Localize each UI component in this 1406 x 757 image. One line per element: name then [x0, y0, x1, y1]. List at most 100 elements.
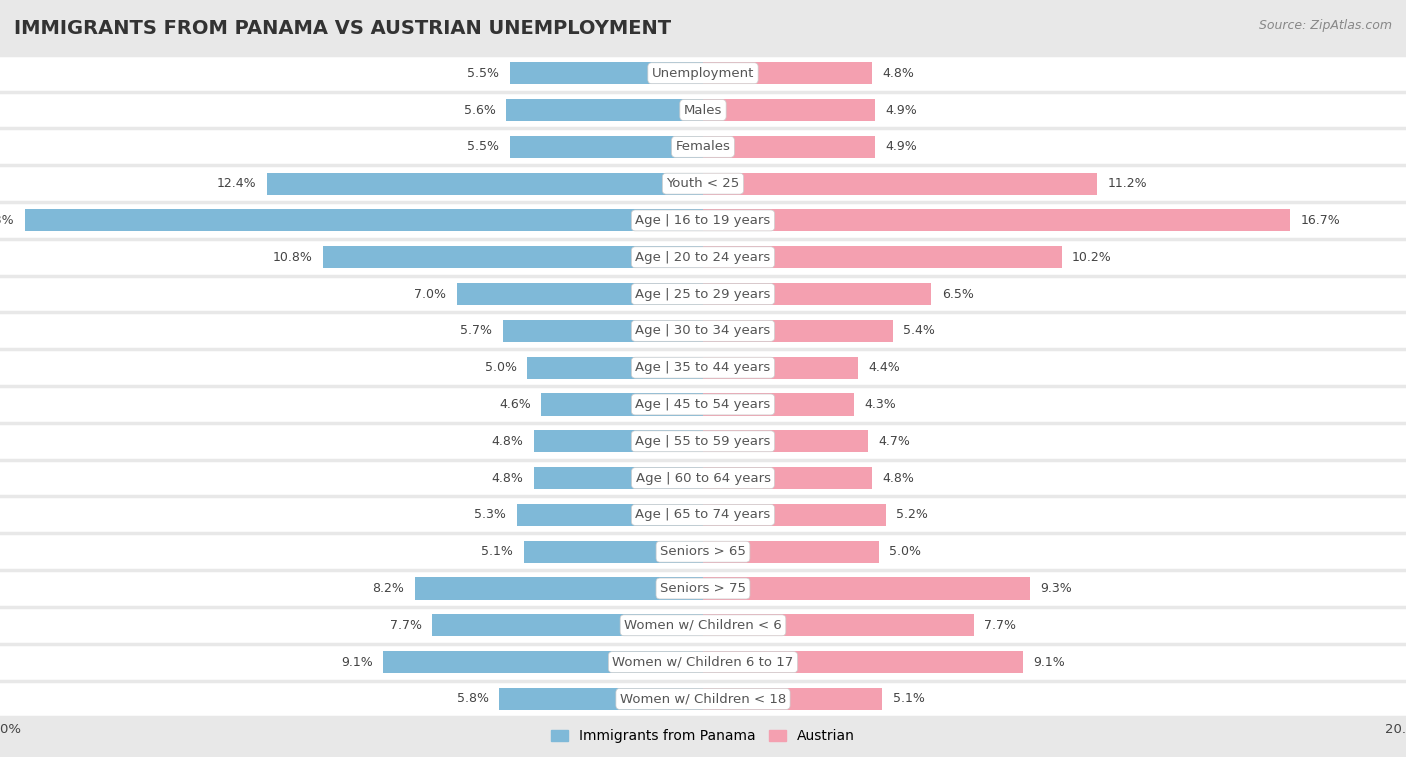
Text: 7.7%: 7.7%	[389, 618, 422, 632]
Text: 12.4%: 12.4%	[217, 177, 256, 190]
Bar	[433, 614, 703, 637]
Text: 6.5%: 6.5%	[942, 288, 974, 301]
Text: 5.2%: 5.2%	[897, 509, 928, 522]
Bar	[703, 651, 1024, 673]
Text: Unemployment: Unemployment	[652, 67, 754, 79]
Text: 4.9%: 4.9%	[886, 140, 918, 154]
Legend: Immigrants from Panama, Austrian: Immigrants from Panama, Austrian	[546, 724, 860, 749]
Text: 5.0%: 5.0%	[889, 545, 921, 558]
Text: 10.2%: 10.2%	[1073, 251, 1112, 263]
Bar	[0, 570, 1406, 607]
Text: Seniors > 75: Seniors > 75	[659, 582, 747, 595]
Text: 9.3%: 9.3%	[1040, 582, 1073, 595]
Text: 4.6%: 4.6%	[499, 398, 531, 411]
Text: 5.1%: 5.1%	[481, 545, 513, 558]
Text: Females: Females	[675, 140, 731, 154]
Bar	[703, 504, 886, 526]
Text: Age | 65 to 74 years: Age | 65 to 74 years	[636, 509, 770, 522]
Bar	[703, 319, 893, 342]
Bar	[0, 497, 1406, 533]
Bar	[506, 99, 703, 121]
Bar	[703, 283, 932, 305]
Text: Women w/ Children 6 to 17: Women w/ Children 6 to 17	[613, 656, 793, 668]
Text: Youth < 25: Youth < 25	[666, 177, 740, 190]
Bar	[703, 430, 869, 453]
Text: 5.7%: 5.7%	[460, 324, 492, 338]
Bar	[0, 129, 1406, 165]
Bar	[0, 313, 1406, 349]
Bar	[0, 92, 1406, 129]
Text: 5.1%: 5.1%	[893, 693, 925, 706]
Text: 9.1%: 9.1%	[1033, 656, 1066, 668]
Bar	[0, 349, 1406, 386]
Bar	[0, 165, 1406, 202]
Text: Age | 60 to 64 years: Age | 60 to 64 years	[636, 472, 770, 484]
Text: 5.5%: 5.5%	[467, 140, 499, 154]
Bar	[703, 688, 883, 710]
Bar	[703, 540, 879, 562]
Bar	[499, 688, 703, 710]
Bar	[703, 578, 1029, 600]
Text: 9.1%: 9.1%	[340, 656, 373, 668]
Bar	[0, 533, 1406, 570]
Text: Source: ZipAtlas.com: Source: ZipAtlas.com	[1258, 19, 1392, 32]
Text: 4.3%: 4.3%	[865, 398, 897, 411]
Text: 5.3%: 5.3%	[474, 509, 506, 522]
Bar	[703, 467, 872, 489]
Bar	[703, 62, 872, 84]
Text: 4.8%: 4.8%	[492, 472, 524, 484]
Text: Age | 55 to 59 years: Age | 55 to 59 years	[636, 435, 770, 448]
Text: 19.3%: 19.3%	[0, 214, 14, 227]
Text: 4.8%: 4.8%	[492, 435, 524, 448]
Bar	[0, 459, 1406, 497]
Text: Age | 25 to 29 years: Age | 25 to 29 years	[636, 288, 770, 301]
Text: Women w/ Children < 6: Women w/ Children < 6	[624, 618, 782, 632]
Text: Age | 16 to 19 years: Age | 16 to 19 years	[636, 214, 770, 227]
Bar	[457, 283, 703, 305]
Bar	[0, 681, 1406, 718]
Text: 7.0%: 7.0%	[415, 288, 447, 301]
Bar	[703, 246, 1062, 268]
Bar	[703, 136, 875, 158]
Text: 5.5%: 5.5%	[467, 67, 499, 79]
Bar	[517, 504, 703, 526]
Text: 16.7%: 16.7%	[1301, 214, 1340, 227]
Text: 5.6%: 5.6%	[464, 104, 496, 117]
Text: Women w/ Children < 18: Women w/ Children < 18	[620, 693, 786, 706]
Bar	[323, 246, 703, 268]
Text: 7.7%: 7.7%	[984, 618, 1017, 632]
Text: 4.9%: 4.9%	[886, 104, 918, 117]
Bar	[503, 319, 703, 342]
Text: 4.7%: 4.7%	[879, 435, 911, 448]
Bar	[0, 386, 1406, 423]
Bar	[0, 607, 1406, 643]
Bar	[415, 578, 703, 600]
Bar	[0, 423, 1406, 459]
Bar	[0, 239, 1406, 276]
Bar	[703, 357, 858, 378]
Bar	[510, 136, 703, 158]
Bar	[527, 357, 703, 378]
Bar	[0, 276, 1406, 313]
Text: Seniors > 65: Seniors > 65	[659, 545, 747, 558]
Bar	[703, 614, 973, 637]
Bar	[0, 643, 1406, 681]
Text: 4.4%: 4.4%	[869, 361, 900, 374]
Bar	[703, 210, 1291, 232]
Text: 5.4%: 5.4%	[904, 324, 935, 338]
Text: Age | 20 to 24 years: Age | 20 to 24 years	[636, 251, 770, 263]
Bar	[382, 651, 703, 673]
Bar	[541, 394, 703, 416]
Bar	[703, 394, 855, 416]
Text: Age | 30 to 34 years: Age | 30 to 34 years	[636, 324, 770, 338]
Text: 4.8%: 4.8%	[883, 67, 914, 79]
Bar	[25, 210, 703, 232]
Bar	[703, 173, 1097, 195]
Text: IMMIGRANTS FROM PANAMA VS AUSTRIAN UNEMPLOYMENT: IMMIGRANTS FROM PANAMA VS AUSTRIAN UNEMP…	[14, 19, 671, 38]
Text: Age | 45 to 54 years: Age | 45 to 54 years	[636, 398, 770, 411]
Bar	[524, 540, 703, 562]
Bar	[0, 55, 1406, 92]
Bar	[510, 62, 703, 84]
Bar	[534, 430, 703, 453]
Bar	[267, 173, 703, 195]
